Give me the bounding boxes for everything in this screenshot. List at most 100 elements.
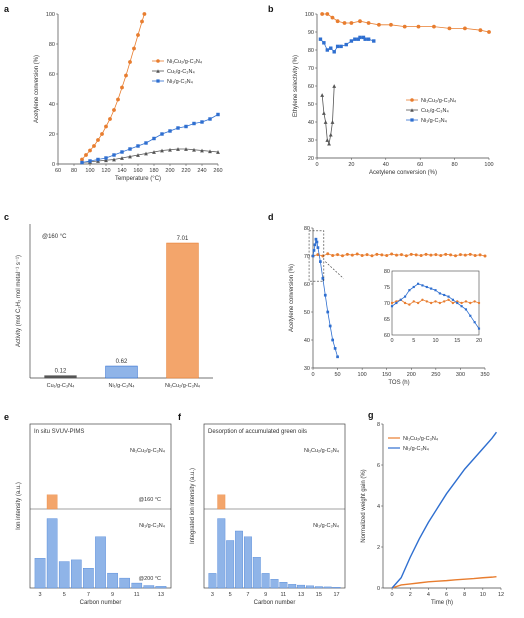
data-point xyxy=(438,301,442,305)
series-line xyxy=(391,576,497,589)
y-tick-label: 70 xyxy=(304,254,310,260)
x-tick-label: 11 xyxy=(281,592,287,598)
x-tick-label: 7 xyxy=(246,592,249,598)
panel-letter-b: b xyxy=(268,4,274,14)
data-point-square xyxy=(372,39,376,43)
y-tick-label: 0 xyxy=(52,162,55,168)
x-axis-label: Temperature (°C) xyxy=(115,176,161,182)
data-point xyxy=(142,12,147,16)
data-point-square xyxy=(322,41,326,45)
data-point-square xyxy=(156,79,160,83)
bar xyxy=(332,587,341,589)
data-point xyxy=(468,252,472,256)
bar xyxy=(261,573,270,589)
data-point-triangle xyxy=(192,147,196,152)
x-tick-label: 60 xyxy=(417,162,423,168)
y-tick-label: 50 xyxy=(304,310,310,316)
x-axis-label: Carbon number xyxy=(254,600,296,606)
data-point-square xyxy=(336,355,339,359)
y-tick-label: 80 xyxy=(308,48,314,54)
data-point xyxy=(395,253,399,257)
bar xyxy=(243,536,252,589)
data-point-triangle xyxy=(104,158,108,163)
x-tick-label: 13 xyxy=(298,592,304,598)
data-point-triangle xyxy=(184,147,188,151)
data-point-square xyxy=(395,301,398,305)
inset-x-tick-label: 0 xyxy=(390,338,393,344)
data-point xyxy=(377,22,381,27)
data-point xyxy=(458,253,462,257)
data-point xyxy=(96,138,100,142)
bar xyxy=(107,572,118,589)
y-tick-label: 100 xyxy=(46,12,55,18)
data-point xyxy=(409,252,413,256)
data-point xyxy=(335,19,340,24)
data-point xyxy=(336,253,340,257)
data-point-square xyxy=(323,293,327,297)
data-point-square xyxy=(315,240,319,244)
data-point xyxy=(92,144,96,148)
zoom-arrow xyxy=(325,261,344,279)
data-point-square xyxy=(408,289,411,292)
bar xyxy=(306,585,314,589)
y-axis-label: Ion intensity (a.u.) xyxy=(16,482,22,530)
data-point xyxy=(358,19,362,24)
x-tick-label: 200 xyxy=(165,168,174,174)
x-tick-label: 180 xyxy=(149,168,158,174)
bar xyxy=(46,518,58,589)
data-point-triangle xyxy=(156,69,160,73)
data-point-triangle xyxy=(321,111,326,115)
data-point xyxy=(473,253,477,257)
bar xyxy=(252,557,261,589)
x-tick-label: 260 xyxy=(213,168,222,174)
data-point xyxy=(416,24,421,29)
data-point xyxy=(350,253,354,257)
bar xyxy=(166,242,199,379)
zoom-highlight-box xyxy=(308,230,325,282)
x-tick-label: 7 xyxy=(87,592,90,598)
panel-letter-a: a xyxy=(4,4,10,14)
data-point xyxy=(463,26,467,31)
data-point-square xyxy=(403,295,407,298)
x-tick-label: 40 xyxy=(383,162,389,168)
data-point-square xyxy=(112,153,116,157)
temperature-note: @160 °C xyxy=(42,234,67,240)
data-point xyxy=(451,301,455,305)
data-point xyxy=(416,301,420,305)
data-point-square xyxy=(104,156,108,160)
data-point xyxy=(419,253,423,257)
y-tick-label: 2 xyxy=(377,545,380,551)
data-point xyxy=(380,253,384,257)
data-point xyxy=(389,22,393,27)
data-point xyxy=(116,97,120,102)
data-point xyxy=(132,46,136,51)
data-point-square xyxy=(136,144,140,148)
data-point xyxy=(100,132,104,136)
data-point xyxy=(390,301,394,305)
data-point xyxy=(370,254,374,258)
x-tick-label: 250 xyxy=(431,372,440,378)
bar xyxy=(279,582,288,589)
panel-letter-c: c xyxy=(4,212,9,222)
x-tick-label: 100 xyxy=(358,372,367,378)
data-point xyxy=(326,252,330,256)
data-point xyxy=(345,252,349,256)
inset-y-tick-label: 80 xyxy=(384,269,390,275)
x-tick-label: 9 xyxy=(111,592,114,598)
data-point-square xyxy=(168,129,172,133)
x-tick-label: 12 xyxy=(498,592,504,598)
y-tick-label: 20 xyxy=(49,132,55,138)
data-point-square xyxy=(332,50,336,54)
data-point xyxy=(355,252,359,256)
legend-label: Cu₁/g-C₃N₄ xyxy=(167,69,195,75)
data-point xyxy=(366,21,371,25)
data-point xyxy=(434,300,437,303)
bar xyxy=(235,530,243,589)
subplot-temperature-note: @160 °C xyxy=(139,497,161,503)
data-point-square xyxy=(417,282,420,285)
data-point-square xyxy=(313,243,317,247)
data-point-triangle xyxy=(328,132,333,137)
data-point xyxy=(349,21,354,25)
x-tick-label: 80 xyxy=(71,168,77,174)
